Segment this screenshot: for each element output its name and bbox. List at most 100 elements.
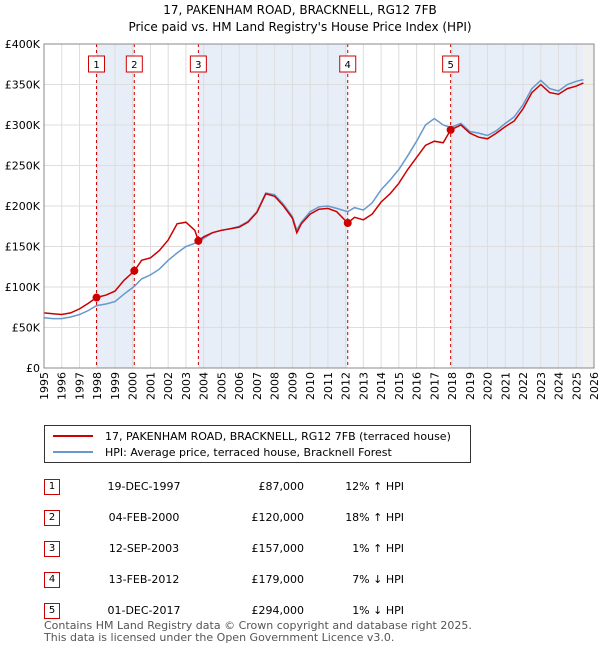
x-tick-label: 2014 (375, 372, 388, 400)
y-tick-label: £400K (5, 38, 41, 51)
y-tick-label: £200K (5, 200, 41, 213)
sale-number-box (189, 55, 207, 73)
x-tick-label: 2005 (215, 372, 228, 400)
y-tick-label: £0 (26, 362, 40, 375)
legend-item-property: 17, PAKENHAM ROAD, BRACKNELL, RG12 7FB (… (53, 428, 451, 444)
footer-licence: This data is licensed under the Open Gov… (44, 631, 395, 644)
footer-copyright: Contains HM Land Registry data © Crown c… (44, 619, 472, 632)
sale-point (130, 266, 139, 275)
x-tick-label: 2016 (411, 372, 424, 400)
x-tick-label: 2003 (180, 372, 193, 400)
legend-label-property: 17, PAKENHAM ROAD, BRACKNELL, RG12 7FB (… (105, 429, 451, 443)
sale-date: 01-DEC-2017 (107, 604, 181, 617)
sale-hpi-diff: 1% ↑ HPI (352, 542, 404, 555)
x-tick-label: 1996 (56, 372, 69, 400)
sale-number-cell: 3 (44, 533, 84, 564)
chart-subtitle: Price paid vs. HM Land Registry's House … (128, 20, 471, 34)
sale-point (446, 125, 455, 134)
sale-number-label: 3 (195, 60, 201, 71)
sale-number-badge: 2 (44, 509, 60, 526)
x-tick-label: 2009 (286, 372, 299, 400)
sale-number-cell: 1 (44, 471, 84, 502)
footer: Contains HM Land Registry data © Crown c… (44, 620, 472, 644)
x-tick-label: 1997 (73, 372, 86, 400)
y-tick-label: £50K (12, 322, 41, 335)
sale-date: 19-DEC-1997 (107, 480, 181, 493)
legend-swatch-property (53, 435, 93, 437)
sale-number-label: 1 (93, 60, 99, 71)
y-tick-label: £150K (5, 241, 41, 254)
x-tick-label: 2015 (393, 372, 406, 400)
sale-number-label: 2 (131, 60, 137, 71)
x-tick-label: 2001 (144, 372, 157, 400)
sale-price: £120,000 (251, 511, 305, 524)
table-row: 2 04-FEB-2000 £120,000 18% ↑ HPI (44, 502, 404, 533)
legend-swatch-hpi (53, 451, 93, 453)
x-tick-label: 2006 (233, 372, 246, 400)
x-tick-label: 2012 (340, 372, 353, 400)
sale-date: 13-FEB-2012 (108, 573, 180, 586)
x-tick-label: 1998 (91, 372, 104, 400)
sale-number-cell: 5 (44, 595, 84, 626)
sale-number-label: 5 (447, 60, 453, 71)
x-tick-label: 2008 (269, 372, 282, 400)
legend: 17, PAKENHAM ROAD, BRACKNELL, RG12 7FB (… (44, 425, 471, 463)
x-tick-label: 2019 (464, 372, 477, 400)
sale-point (194, 236, 203, 245)
sale-hpi-diff: 18% ↑ HPI (345, 511, 404, 524)
table-row: 4 13-FEB-2012 £179,000 7% ↓ HPI (44, 564, 404, 595)
x-tick-label: 2025 (570, 372, 583, 400)
x-tick-label: 2013 (357, 372, 370, 400)
x-tick-label: 2018 (446, 372, 459, 400)
plot-border (43, 43, 595, 369)
x-tick-label: 2022 (517, 372, 530, 400)
transactions-table: 1 19-DEC-1997 £87,000 12% ↑ HPI 2 04-FEB-2000… (44, 471, 404, 626)
sale-hpi-diff: 1% ↓ HPI (352, 604, 404, 617)
sale-number-box (442, 55, 460, 73)
x-tick-label: 2002 (162, 372, 175, 400)
y-tick-label: £350K (5, 79, 41, 92)
x-tick-label: 2024 (553, 372, 566, 400)
series-line (43, 82, 584, 316)
sale-hpi-diff: 12% ↑ HPI (345, 480, 404, 493)
y-tick-label: £100K (5, 281, 41, 294)
sale-date: 04-FEB-2000 (108, 511, 180, 524)
sale-date: 12-SEP-2003 (108, 542, 180, 555)
sale-number-badge: 5 (44, 602, 60, 619)
sale-number-box (339, 55, 357, 73)
x-tick-label: 2020 (482, 372, 495, 400)
legend-label-hpi: HPI: Average price, terraced house, Brac… (105, 445, 392, 459)
y-tick-label: £250K (5, 160, 41, 173)
sale-number-cell: 4 (44, 564, 84, 595)
x-tick-label: 2021 (499, 372, 512, 400)
x-tick-label: 1999 (109, 372, 122, 400)
x-tick-label: 2007 (251, 372, 264, 400)
price-chart: 17, PAKENHAM ROAD, BRACKNELL, RG12 7FB P… (5, 3, 600, 400)
x-tick-label: 2000 (127, 372, 140, 400)
x-tick-label: 2017 (428, 372, 441, 400)
sale-number-badge: 4 (44, 571, 60, 588)
x-tick-label: 1995 (38, 372, 51, 400)
sale-number-box (125, 55, 143, 73)
sale-price: £294,000 (251, 604, 305, 617)
table-row: 1 19-DEC-1997 £87,000 12% ↑ HPI (44, 471, 404, 502)
table-row: 3 12-SEP-2003 £157,000 1% ↑ HPI (44, 533, 404, 564)
x-tick-label: 2026 (588, 372, 600, 400)
sale-price: £87,000 (258, 480, 305, 493)
sale-price: £157,000 (251, 542, 305, 555)
legend-item-hpi: HPI: Average price, terraced house, Brac… (53, 444, 392, 460)
x-tick-label: 2011 (322, 372, 335, 400)
sale-number-box (88, 55, 106, 73)
sale-number-badge: 1 (44, 478, 60, 495)
sale-number-label: 4 (345, 60, 351, 71)
x-tick-label: 2010 (304, 372, 317, 400)
sale-price: £179,000 (251, 573, 305, 586)
sale-number-cell: 2 (44, 502, 84, 533)
sale-point (92, 293, 101, 302)
sale-point (343, 219, 352, 228)
x-tick-label: 2023 (535, 372, 548, 400)
y-tick-label: £300K (5, 119, 41, 132)
sale-number-badge: 3 (44, 540, 60, 557)
series-line (43, 78, 584, 320)
x-tick-label: 2004 (198, 372, 211, 400)
